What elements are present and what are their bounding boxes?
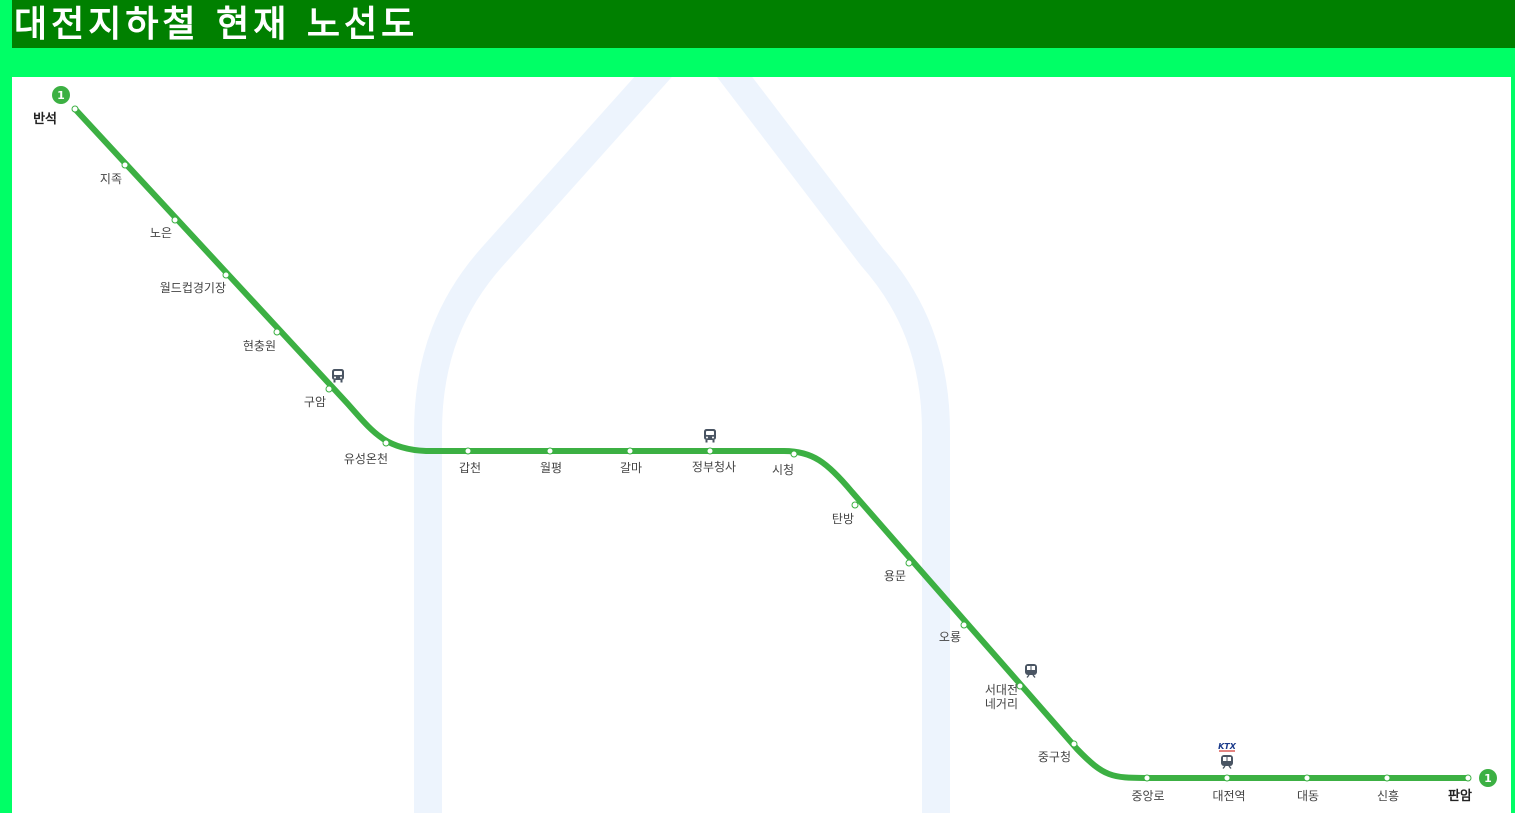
- page-title: 대전지하철 현재 노선도: [14, 3, 419, 45]
- station-노은[interactable]: 노은: [150, 216, 179, 240]
- bus-icon: [704, 429, 716, 443]
- station-dot[interactable]: [1143, 774, 1151, 782]
- title-bar: 대전지하철 현재 노선도: [12, 0, 1515, 48]
- station-dot[interactable]: [273, 328, 281, 336]
- station-dot[interactable]: [382, 439, 390, 447]
- station-갑천[interactable]: 갑천: [459, 447, 481, 475]
- ktx-label: KTX: [1218, 742, 1237, 751]
- station-dot[interactable]: [851, 501, 859, 509]
- station-label: 갑천: [459, 460, 481, 475]
- station-label: 용문: [884, 569, 906, 583]
- line-number: 1: [57, 89, 65, 102]
- station-구암[interactable]: 구암: [304, 385, 333, 409]
- line-badges: 11: [52, 86, 1497, 787]
- station-dot[interactable]: [71, 105, 79, 113]
- station-정부청사[interactable]: 정부청사: [692, 447, 736, 474]
- station-dot[interactable]: [325, 385, 333, 393]
- station-label: 중구청: [1038, 750, 1071, 764]
- station-오룡[interactable]: 오룡: [939, 621, 968, 644]
- station-dot[interactable]: [960, 621, 968, 629]
- station-dot[interactable]: [1383, 774, 1391, 782]
- station-dot[interactable]: [546, 447, 554, 455]
- planned-line-west-shadow: [414, 77, 672, 813]
- station-label: 반석: [33, 111, 57, 127]
- line-badge-circle: [1479, 769, 1497, 787]
- station-dot[interactable]: [1464, 774, 1472, 782]
- station-월드컵경기장[interactable]: 월드컵경기장: [160, 271, 230, 295]
- station-중구청[interactable]: 중구청: [1038, 740, 1078, 764]
- station-label: 구암: [304, 395, 326, 409]
- station-label-line: 서대전: [985, 683, 1018, 697]
- station-갈마[interactable]: 갈마: [620, 447, 642, 475]
- station-dot[interactable]: [464, 447, 472, 455]
- station-label: 갈마: [620, 461, 642, 475]
- station-label: 오룡: [939, 630, 961, 644]
- station-dot[interactable]: [1303, 774, 1311, 782]
- station-대전역[interactable]: 대전역: [1212, 774, 1246, 803]
- station-dot[interactable]: [1223, 774, 1231, 782]
- station-지족[interactable]: 지족: [100, 161, 129, 186]
- planned-line-shadows: [414, 77, 950, 813]
- station-label: 서대전 네거리: [985, 683, 1018, 711]
- transfer-icons: KTX: [332, 369, 1237, 769]
- station-dot[interactable]: [222, 271, 230, 279]
- station-label: 대동: [1297, 789, 1319, 803]
- station-탄방[interactable]: 탄방: [832, 501, 859, 526]
- station-dot[interactable]: [121, 161, 129, 169]
- station-label: 현충원: [243, 339, 276, 353]
- station-중앙로[interactable]: 중앙로: [1131, 774, 1165, 803]
- station-label: 유성온천: [344, 451, 388, 466]
- line-number: 1: [1484, 772, 1492, 785]
- line-badge-start: 1: [52, 86, 70, 104]
- station-신흥[interactable]: 신흥: [1377, 774, 1399, 803]
- train-icon: [1221, 755, 1233, 769]
- station-판암[interactable]: 판암: [1448, 774, 1472, 804]
- station-반석[interactable]: 반석: [33, 105, 79, 127]
- bus-icon: [332, 369, 344, 383]
- station-서대전네거리[interactable]: 서대전 네거리: [985, 682, 1024, 711]
- station-대동[interactable]: 대동: [1297, 774, 1319, 803]
- station-label: 월평: [540, 461, 562, 475]
- station-dot[interactable]: [790, 450, 798, 458]
- line-1-path: [72, 106, 1471, 781]
- station-dot[interactable]: [171, 216, 179, 224]
- planned-line-east-shadow: [717, 77, 950, 813]
- station-label: 정부청사: [692, 460, 736, 474]
- station-label: 시청: [772, 463, 794, 477]
- station-dot[interactable]: [905, 559, 913, 567]
- station-label: 탄방: [832, 512, 854, 526]
- train-icon: [1025, 664, 1037, 678]
- line-badge-circle: [52, 86, 70, 104]
- line-badge-end: 1: [1479, 769, 1497, 787]
- station-월평[interactable]: 월평: [540, 447, 562, 475]
- station-label: 월드컵경기장: [160, 281, 226, 295]
- ktx-icon: KTX: [1218, 742, 1237, 752]
- station-시청[interactable]: 시청: [772, 450, 798, 477]
- station-label: 노은: [150, 226, 172, 240]
- station-label: 판암: [1448, 788, 1472, 804]
- station-label: 지족: [100, 172, 122, 186]
- station-dot[interactable]: [706, 447, 714, 455]
- station-dot[interactable]: [1016, 682, 1024, 690]
- station-label: 중앙로: [1131, 789, 1164, 803]
- line-1-route: [72, 106, 1471, 781]
- station-label-line: 네거리: [985, 697, 1018, 711]
- station-label: 대전역: [1212, 789, 1245, 803]
- station-용문[interactable]: 용문: [884, 559, 913, 583]
- station-label: 신흥: [1377, 789, 1399, 803]
- station-dot[interactable]: [1070, 740, 1078, 748]
- station-유성온천[interactable]: 유성온천: [344, 439, 390, 466]
- station-dot[interactable]: [626, 447, 634, 455]
- station-현충원[interactable]: 현충원: [243, 328, 281, 353]
